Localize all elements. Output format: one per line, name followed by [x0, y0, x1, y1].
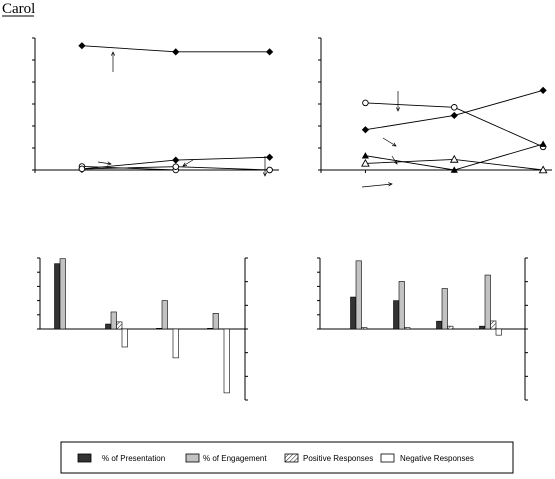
bar-of-presentation-palm-top [479, 325, 486, 330]
arrowhead-potato-head [395, 107, 401, 112]
data-point-piano [450, 111, 458, 120]
arrowhead-animals [107, 161, 112, 166]
arrowhead-slinky [262, 172, 268, 177]
wayne-line-chart [32, 37, 279, 177]
data-point-potato-head [451, 104, 458, 111]
legend-swatch-positive [284, 453, 299, 463]
data-point-legos [450, 166, 458, 173]
bar-of-presentation-legos [436, 320, 443, 330]
data-point-piano [539, 86, 547, 94]
bar-of-engagement-palm-top [484, 274, 491, 330]
legend-label-negative: Negative Responses [400, 454, 474, 463]
data-point-legos [361, 152, 370, 159]
legend-swatch-presentation [77, 453, 92, 463]
legend-label-engagement: % of Engagement [203, 454, 267, 463]
bar-of-presentation-piano [350, 296, 357, 330]
data-point-bear-book [172, 163, 180, 170]
data-point-slinky [172, 156, 180, 164]
arrow-bear-book [182, 159, 194, 167]
bar-of-engagement-piano [355, 260, 362, 330]
arrow-piano [382, 137, 397, 147]
bar-of-presentation-bear-book [207, 327, 214, 330]
arrow-palm-top [361, 183, 393, 188]
arrowhead-rc-book [110, 51, 116, 56]
bar-negative-responses-animals [172, 328, 179, 359]
data-point-rc-book [172, 48, 180, 56]
data-point-rc-book [78, 42, 86, 50]
bar-negative-responses-palm-top [495, 328, 502, 336]
arrow-legos [391, 155, 398, 165]
data-point-palm-top [538, 165, 548, 174]
arrow-animals [97, 161, 112, 165]
arrowhead-legos [393, 159, 398, 165]
data-point-palm-top [449, 154, 459, 163]
data-point-legos [539, 140, 547, 147]
bar-of-engagement-rc-book [59, 258, 66, 330]
bar-of-engagement-animals [161, 300, 168, 330]
wayne-bar-chart [37, 257, 248, 401]
data-point-rc-book [266, 48, 274, 56]
bar-positive-responses-potato-head [404, 327, 411, 330]
mark-line-chart [318, 37, 552, 188]
legend-label-positive: Positive Responses [303, 454, 373, 463]
bar-of-engagement-legos [441, 288, 448, 330]
data-point-bear-book [266, 166, 273, 174]
bar-negative-responses-slinky [121, 328, 128, 348]
legend-swatch-negative [380, 453, 395, 463]
bar-negative-responses-bear-book [223, 328, 230, 394]
bar-of-presentation-slinky [105, 323, 112, 330]
bar-of-engagement-bear-book [212, 313, 219, 330]
data-point-slinky [266, 153, 274, 161]
bar-positive-responses-piano [361, 327, 368, 330]
bar-positive-responses-legos [447, 325, 454, 330]
bar-positive-responses-palm-top [490, 320, 497, 330]
data-point-bear-book [78, 165, 86, 173]
bar-of-presentation-animals [156, 327, 163, 330]
data-point-piano [361, 126, 370, 134]
legend-swatch-engagement [185, 453, 200, 463]
figure-title: Carol [2, 1, 35, 17]
bar-of-engagement-slinky [110, 311, 117, 330]
data-point-palm-top [361, 158, 370, 167]
mark-bar-chart [317, 257, 528, 401]
data-point-potato-head [362, 99, 369, 107]
bar-of-presentation-rc-book [54, 263, 61, 330]
arrowhead-bear-book [182, 162, 188, 167]
arrowhead-palm-top [388, 182, 393, 187]
legend-label-presentation: % of Presentation [102, 454, 165, 463]
bar-of-presentation-potato-head [393, 300, 400, 330]
bar-positive-responses-slinky [116, 321, 123, 330]
bar-of-engagement-potato-head [398, 281, 405, 330]
arrowhead-piano [391, 142, 397, 147]
legend: % of Presentation % of Engagement Positi… [60, 441, 514, 474]
